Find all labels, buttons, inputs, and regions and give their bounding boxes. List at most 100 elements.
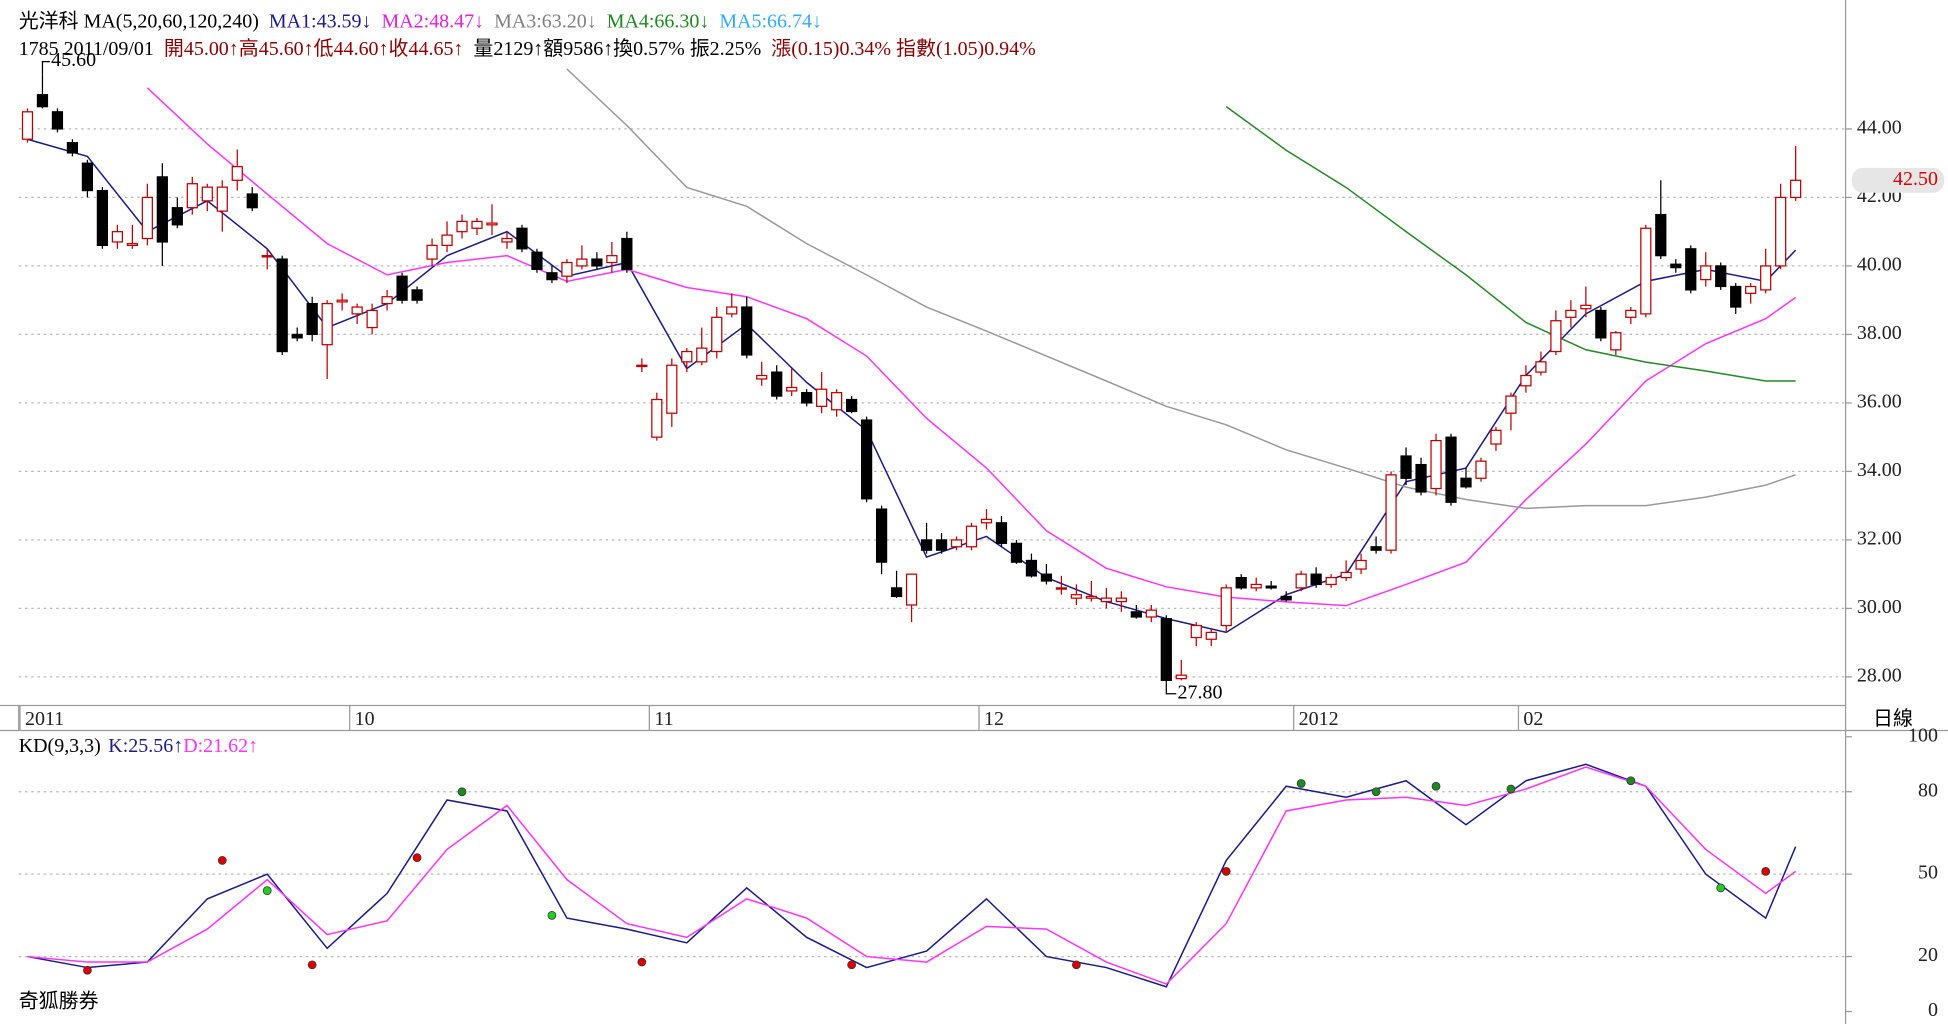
candle-body (501, 237, 513, 243)
candle-body (741, 306, 753, 356)
kd-signal (1716, 883, 1726, 893)
candle-body (591, 258, 603, 267)
kd-signal (1371, 787, 1381, 797)
kd-line (27, 763, 1797, 988)
candle-body (1115, 597, 1127, 603)
x-tick-label: 10 (355, 708, 375, 730)
candle-body (231, 165, 243, 181)
header-item: 光洋科 MA(5,20,60,120,240) (19, 9, 259, 32)
candle-body (1310, 573, 1322, 586)
x-tick-label: 11 (654, 708, 673, 730)
candle-body (516, 227, 528, 250)
candle-body (1355, 559, 1367, 570)
candle-body (1535, 361, 1547, 373)
candle-body (66, 142, 79, 154)
y-tick-label: 44.00 (1857, 117, 1902, 139)
candle-body (486, 222, 498, 226)
candle-body (1400, 455, 1412, 479)
kd-y-tick-label: 100 (1908, 724, 1938, 746)
low-pointer (1165, 683, 1177, 695)
candle-body (651, 398, 663, 438)
candle-body (935, 539, 948, 551)
candle-body (1130, 611, 1142, 618)
candle-body (1010, 542, 1023, 563)
candle-body (681, 350, 693, 363)
candle-body (411, 289, 423, 301)
candle-body (1790, 179, 1802, 199)
header-item: 量2129↑額9586↑換0.57% 振2.25% (473, 37, 761, 60)
candle-body (1085, 595, 1097, 599)
kd-signal (1221, 867, 1231, 876)
candle-body (1595, 309, 1607, 339)
candle-body (531, 251, 543, 270)
kd-name: KD(9,3,3) (19, 734, 101, 756)
candle-body (965, 525, 978, 548)
x-tick-label: 2011 (25, 708, 64, 730)
candle-body (1715, 265, 1727, 288)
candle-body (920, 539, 933, 551)
candle-body (980, 518, 993, 524)
candle-body (141, 196, 153, 240)
x-axis-label: 日線 (1873, 707, 1913, 730)
kd-signal (83, 965, 92, 975)
candle-body (1055, 587, 1068, 590)
candle-body (156, 176, 168, 243)
candle-body (606, 255, 618, 264)
footer: 奇狐勝券 (19, 989, 99, 1012)
candle-body (1370, 546, 1382, 551)
candle-body (471, 220, 483, 229)
kd-y-tick-label: 20 (1918, 944, 1938, 966)
candle-body (1280, 595, 1292, 601)
candle-body (666, 364, 678, 414)
candle-body (1160, 618, 1172, 681)
candle-body (1610, 332, 1622, 351)
candle-body (831, 392, 843, 411)
candle-body (291, 333, 303, 339)
candle-body (1220, 587, 1232, 627)
candle-body (905, 573, 918, 606)
candle-body (1700, 265, 1712, 281)
header-item: MA5:66.74↓ (719, 10, 822, 32)
candle-body (81, 162, 94, 192)
candle-body (1505, 395, 1517, 414)
header-item: 開45.00↑高45.60↑低44.60↑收44.65↑ (164, 37, 464, 60)
candle-body (1565, 309, 1577, 318)
candle-body (306, 302, 318, 336)
candle-body (396, 275, 408, 301)
kd-title: KD(9,3,3) K:25.56↑D:21.62↑ (19, 734, 258, 756)
candle-body (21, 111, 34, 140)
candle-body (1295, 573, 1307, 589)
kd-signal (847, 960, 856, 970)
candle-body (1445, 436, 1457, 503)
candle-body (1730, 285, 1742, 308)
kd-signal (307, 960, 317, 970)
candle-body (1250, 583, 1262, 589)
candle-body (1040, 573, 1053, 582)
candle-body (96, 189, 109, 247)
header-item: MA3:63.20↓ (494, 10, 597, 32)
candle-body (1415, 463, 1427, 493)
high-label: 45.60 (51, 49, 96, 71)
candle-body (186, 183, 198, 209)
candle-body (1580, 304, 1592, 310)
candle-body (621, 237, 633, 270)
kd-y-tick-label: 80 (1918, 779, 1938, 801)
y-tick-label: 30.00 (1857, 596, 1902, 618)
candle-body (1430, 439, 1442, 490)
candle-body (171, 207, 183, 226)
header-item: MA1:43.59↓ (269, 10, 372, 32)
candle-body (426, 244, 438, 260)
ma-line (566, 68, 1796, 510)
kd-signal (1626, 776, 1636, 786)
low-label: 27.80 (1178, 681, 1223, 703)
candle-body (216, 186, 228, 212)
candle-body (561, 261, 573, 277)
kd-signal (412, 853, 422, 863)
candle-body (1070, 594, 1083, 599)
candle-body (111, 231, 123, 243)
candle-body (771, 371, 783, 397)
y-tick-label: 40.00 (1857, 254, 1902, 276)
candle-body (201, 186, 213, 202)
x-tick-label: 02 (1523, 708, 1543, 730)
